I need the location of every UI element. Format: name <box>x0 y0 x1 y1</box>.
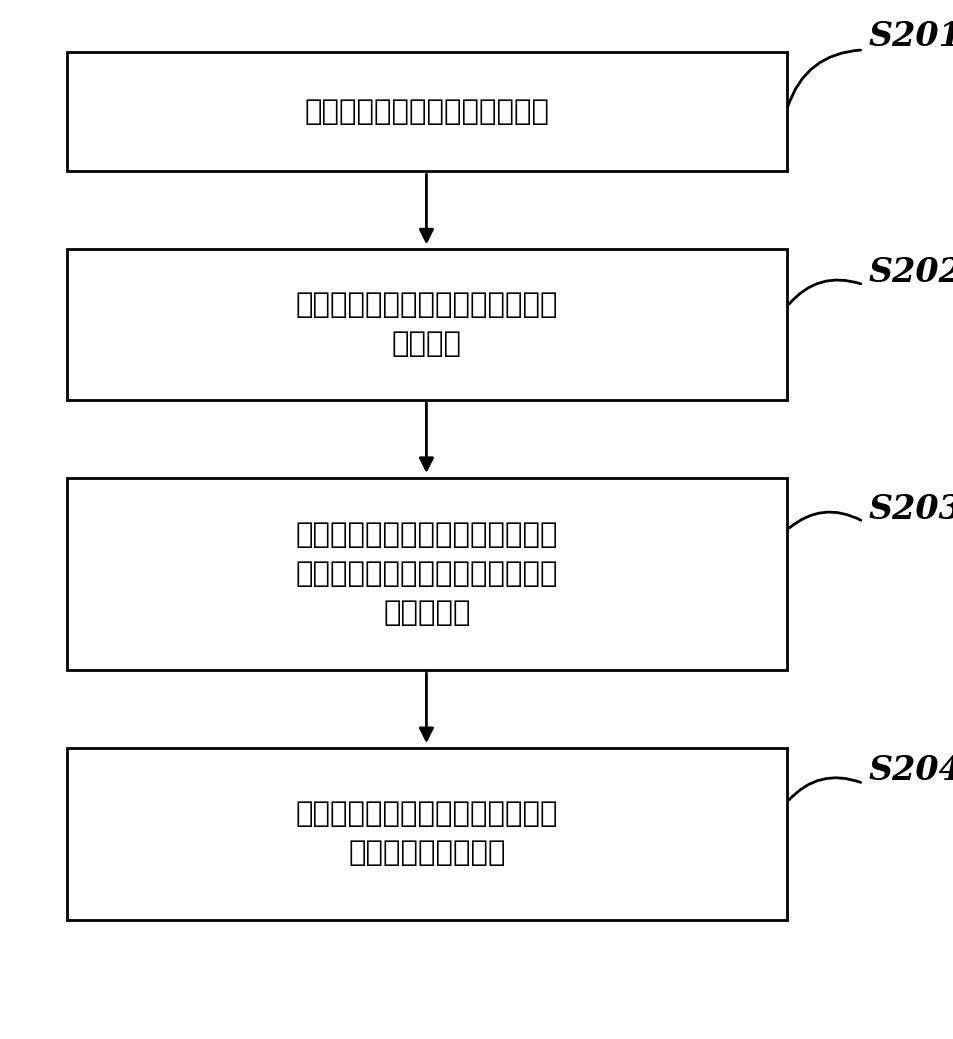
Text: 根据功率减少请求确定功率模块的
减少数量: 根据功率减少请求确定功率模块的 减少数量 <box>295 291 558 358</box>
Text: S202: S202 <box>867 256 953 289</box>
Bar <box>67 52 786 171</box>
Text: S201: S201 <box>867 20 953 53</box>
Text: 将待回收功率模块由充电桦的运行
队列回收至空闲队列: 将待回收功率模块由充电桦的运行 队列回收至空闲队列 <box>295 800 558 868</box>
Bar <box>67 478 786 670</box>
Text: 根据减少数量及充电桦的运行队列
中各功率模块的状态信息确定待回
收功率模块: 根据减少数量及充电桦的运行队列 中各功率模块的状态信息确定待回 收功率模块 <box>295 521 558 628</box>
Text: S204: S204 <box>867 754 953 788</box>
Bar <box>67 249 786 400</box>
Text: 接收充电桦发送的功率减少请求: 接收充电桦发送的功率减少请求 <box>304 98 549 126</box>
Bar <box>67 748 786 920</box>
Text: S203: S203 <box>867 492 953 526</box>
